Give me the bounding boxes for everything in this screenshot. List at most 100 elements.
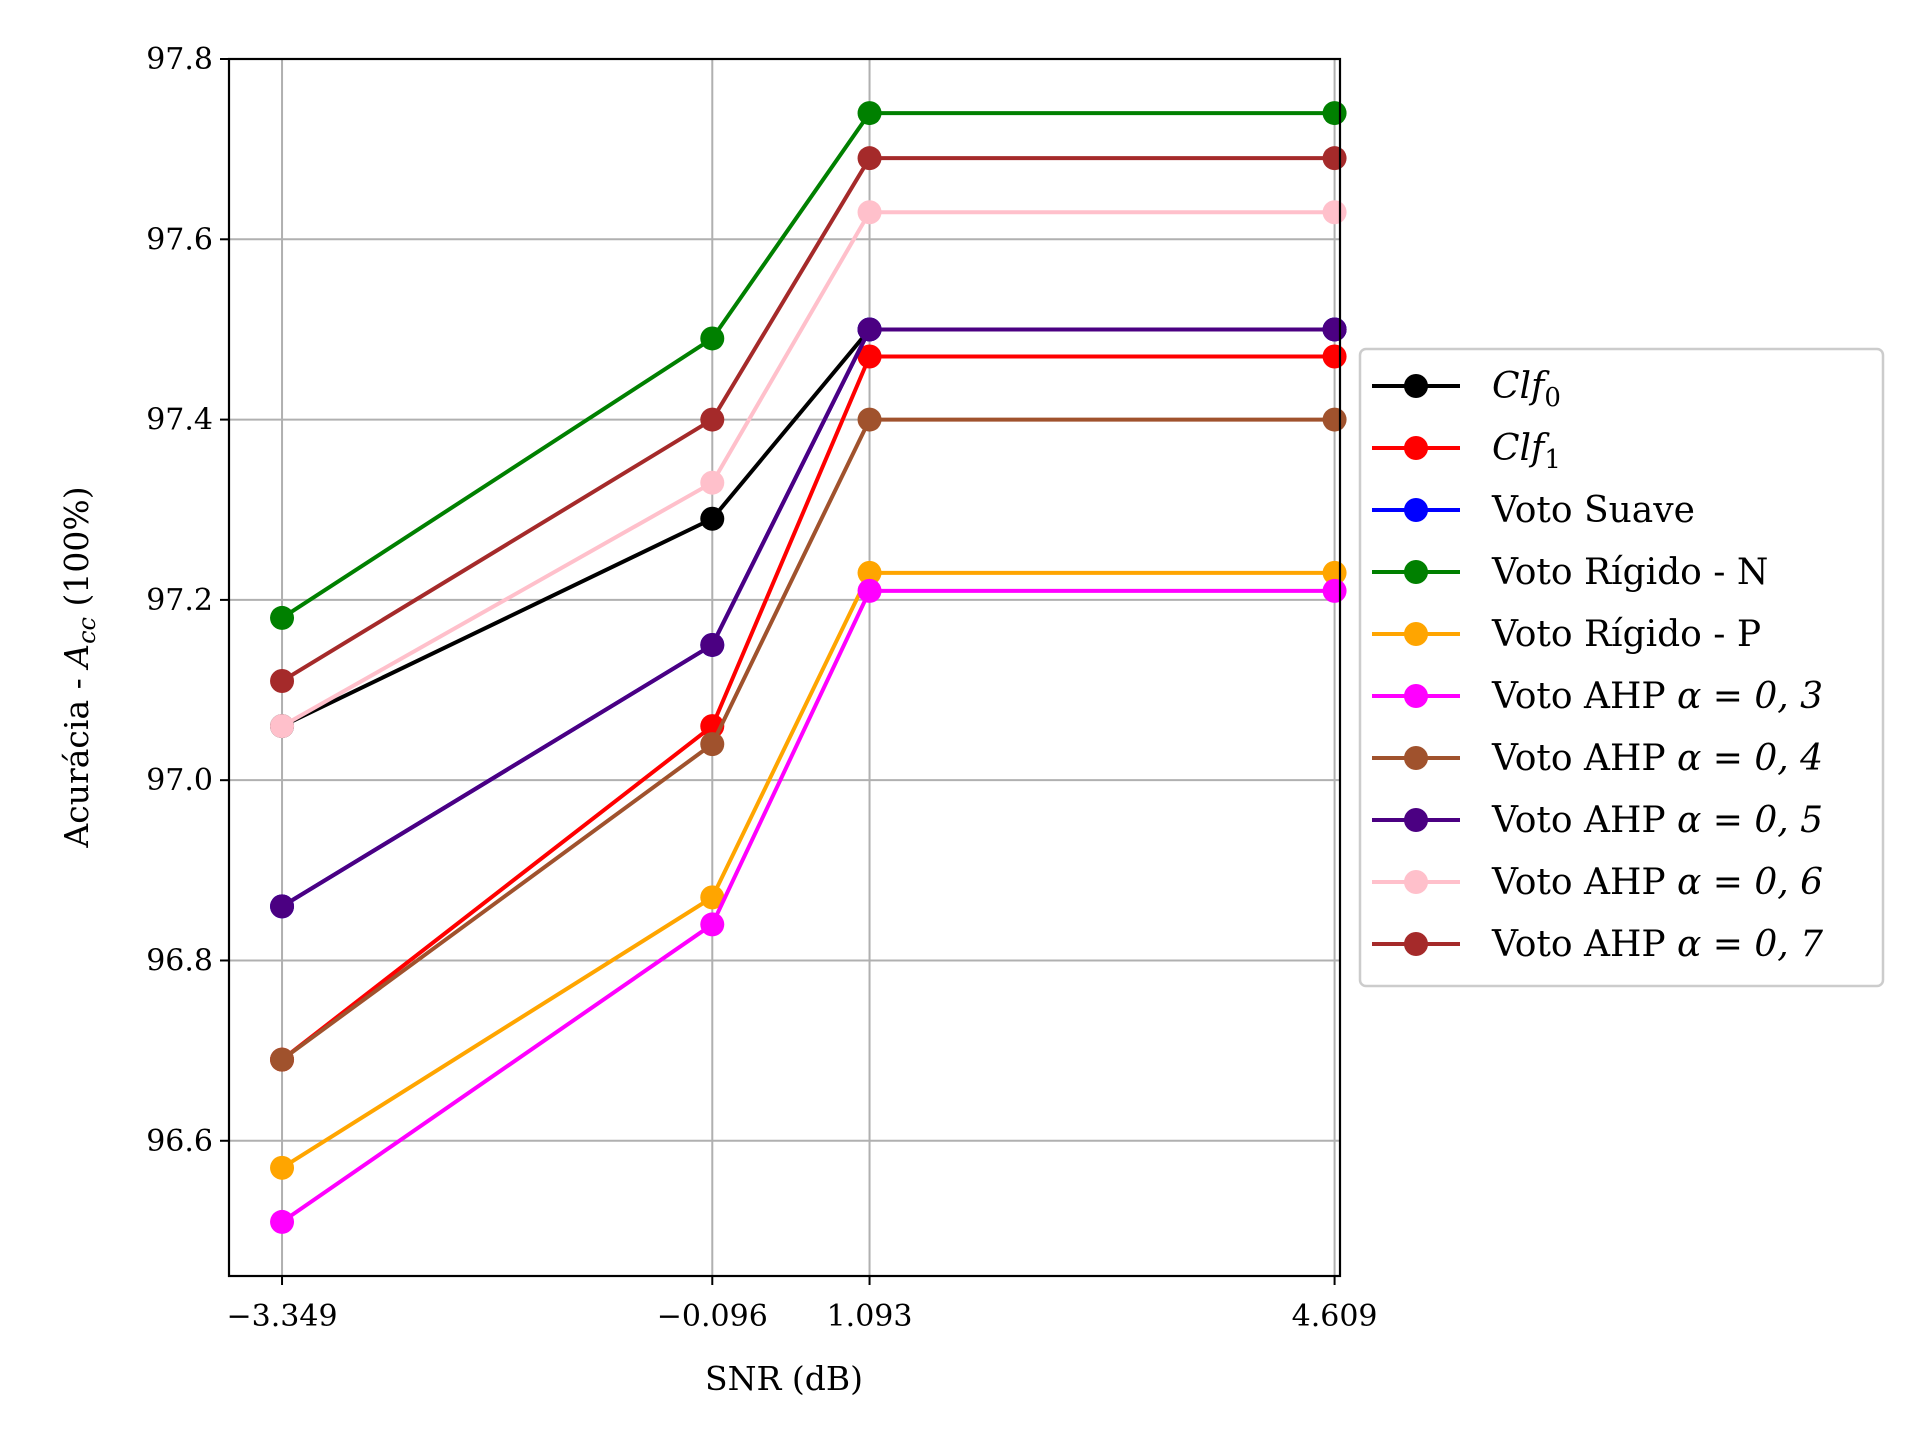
x-tick-label: 4.609 [1292,1299,1378,1334]
legend-entry: Voto AHP α = 0, 3 [1372,676,1823,717]
y-tick-label: 97.0 [146,763,213,798]
data-point [857,200,882,225]
grid [229,58,1340,1276]
data-point [270,1155,295,1180]
series-2 [270,317,1347,919]
legend-marker [1404,374,1428,398]
data-point [857,407,882,432]
data-point [857,146,882,171]
series-0 [270,317,1347,739]
y-tick-label: 97.6 [146,222,213,257]
series-3 [270,101,1347,630]
data-point [1322,407,1347,432]
legend-marker [1404,436,1428,460]
legend-label: Voto Rígido - N [1491,552,1768,593]
legend-marker [1404,808,1428,832]
data-point [857,344,882,369]
data-point [270,605,295,630]
data-point [700,912,725,937]
x-tick-label: 1.093 [827,1299,913,1334]
plot-area-frame [227,57,1342,1278]
legend-entry: Voto Suave [1372,490,1695,531]
x-axis-label: SNR (dB) [705,1359,863,1398]
data-point [700,506,725,531]
series-5 [270,578,1347,1234]
series-line [280,588,1335,1224]
series-line [280,156,1335,683]
legend-frame [1358,347,1885,988]
data-point [700,470,725,495]
series-line [280,111,1335,620]
data-point [270,669,295,694]
y-tick-label: 96.8 [146,943,213,978]
legend-entry: Voto Rígido - N [1372,552,1768,593]
y-tick-label: 97.8 [146,42,213,77]
series-line [280,354,1335,1062]
data-point [700,632,725,657]
data-point [270,1209,295,1234]
data-point [857,101,882,126]
legend-label: Clf1 [1492,428,1561,475]
y-tick-label: 97.2 [146,583,213,618]
series-9 [270,146,1347,694]
series-6 [270,407,1347,1072]
data-point [700,407,725,432]
legend-marker [1404,684,1428,708]
legend-label: Voto AHP α = 0, 4 [1491,738,1823,779]
legend-marker [1404,870,1428,894]
legend-label: Voto AHP α = 0, 5 [1491,800,1823,841]
data-point [700,885,725,910]
legend-entry: Clf0 [1372,366,1561,413]
y-axis-label-prefix: Acurácia - [57,668,96,849]
legend-label: Voto Suave [1491,490,1695,531]
series-8 [270,200,1347,739]
series-lines [270,101,1347,1234]
legend-label: Voto AHP α = 0, 6 [1491,862,1823,903]
series-line [280,327,1335,909]
legend-label: Voto AHP α = 0, 7 [1491,924,1823,965]
legend-label: Clf0 [1492,366,1561,413]
x-tick-label: −3.349 [227,1299,338,1334]
legend-entry: Clf1 [1372,428,1561,475]
legend: Clf0 Clf1 Voto Suave Voto Rígido - N Voto Rí… [1358,347,1885,988]
series-line [280,570,1335,1170]
legend-marker [1404,560,1428,584]
data-point [1322,200,1347,225]
legend-entries: Clf0 Clf1 Voto Suave Voto Rígido - N Voto Rí… [1372,366,1823,965]
y-axis-label: Acurácia - Acc (100%) [57,486,101,848]
legend-label: Voto AHP α = 0, 3 [1491,676,1823,717]
data-point [700,732,725,757]
data-point [1322,344,1347,369]
series-line [280,417,1335,1062]
data-point [270,714,295,739]
y-axis-label-var: A [57,644,96,671]
legend-entry: Voto AHP α = 0, 5 [1372,800,1823,841]
series-line [281,210,1335,728]
data-point [857,560,882,585]
data-point [1322,101,1347,126]
data-point [700,326,725,351]
data-point [270,1047,295,1072]
legend-entry: Voto Rígido - P [1372,614,1761,655]
data-point [857,317,882,342]
legend-marker [1404,622,1428,646]
data-point [857,578,882,603]
data-point [270,894,295,919]
y-tick-label: 96.6 [146,1124,213,1159]
series-line [281,327,1335,728]
legend-entry: Voto AHP α = 0, 7 [1372,924,1823,965]
legend-marker [1404,498,1428,522]
legend-marker [1404,746,1428,770]
legend-label: Voto Rígido - P [1491,614,1761,655]
data-point [1322,146,1347,171]
legend-marker [1404,932,1428,956]
data-point [1322,317,1347,342]
x-tick-label: −0.096 [657,1299,768,1334]
data-point [1322,578,1347,603]
series-line [280,327,1335,909]
legend-entry: Voto AHP α = 0, 4 [1372,738,1823,779]
axis-ticks: −3.349 −0.096 1.093 4.609 96.6 96.8 97.0 97.2 97… [146,42,1377,1334]
series-7 [270,317,1347,919]
y-tick-label: 97.4 [146,403,213,438]
